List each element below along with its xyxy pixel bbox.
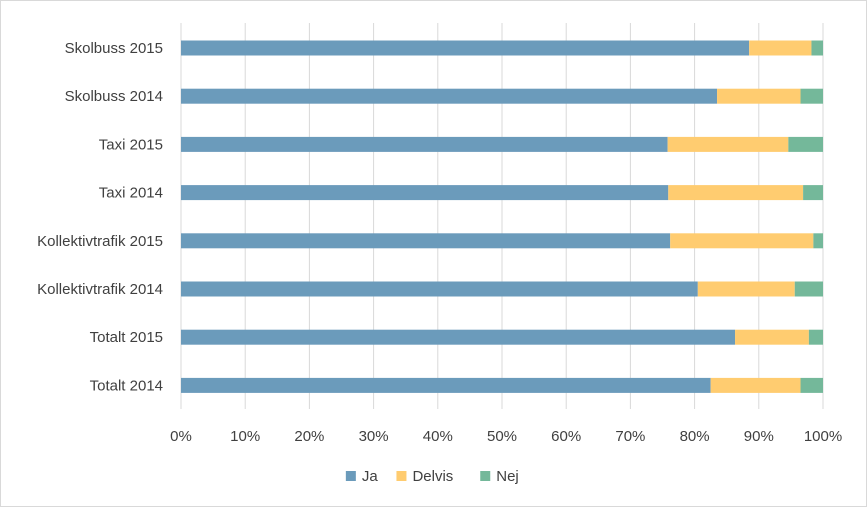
- bar-segment-nej: [803, 185, 823, 201]
- x-tick-label: 70%: [615, 428, 645, 445]
- bar-segment-nej: [800, 377, 823, 393]
- legend-swatch: [345, 471, 356, 481]
- category-label: Skolbuss 2014: [65, 88, 163, 105]
- bar-segment-nej: [788, 136, 823, 152]
- x-tick-label: 10%: [230, 428, 260, 445]
- bar-segment-delvis: [710, 377, 801, 393]
- bar-segment-ja: [181, 136, 668, 152]
- category-label: Totalt 2015: [90, 329, 163, 346]
- bar-segment-delvis: [717, 88, 801, 104]
- category-label: Taxi 2015: [99, 136, 163, 153]
- bar-segment-delvis: [670, 233, 814, 249]
- bar-segment-ja: [181, 185, 669, 201]
- bar-segment-delvis: [697, 281, 795, 297]
- legend-label: Delvis: [412, 468, 453, 485]
- bar-segment-nej: [808, 329, 823, 345]
- bar-segment-nej: [813, 233, 823, 249]
- x-tick-label: 30%: [359, 428, 389, 445]
- bar-segment-delvis: [735, 329, 809, 345]
- x-tick-label: 90%: [744, 428, 774, 445]
- x-tick-label: 100%: [804, 428, 842, 445]
- bar-segment-ja: [181, 329, 736, 345]
- legend-label: Ja: [362, 468, 379, 485]
- bar-segment-ja: [181, 88, 718, 104]
- legend-label: Nej: [496, 468, 519, 485]
- bar-segment-ja: [181, 233, 671, 249]
- bar-segment-delvis: [667, 136, 789, 152]
- legend-swatch: [396, 471, 407, 481]
- category-label: Taxi 2014: [99, 185, 163, 202]
- bar-segment-nej: [800, 88, 823, 104]
- bar-segment-delvis: [668, 185, 804, 201]
- bar-segment-ja: [181, 281, 698, 297]
- x-tick-label: 0%: [170, 428, 192, 445]
- x-tick-label: 60%: [551, 428, 581, 445]
- x-tick-label: 40%: [423, 428, 453, 445]
- bar-segment-delvis: [749, 40, 812, 56]
- category-label: Kollektivtrafik 2015: [37, 233, 163, 250]
- x-tick-label: 50%: [487, 428, 517, 445]
- category-label: Kollektivtrafik 2014: [37, 281, 163, 298]
- bar-segment-nej: [811, 40, 823, 56]
- bar-segment-nej: [794, 281, 823, 297]
- category-label: Skolbuss 2015: [65, 40, 163, 57]
- x-tick-label: 80%: [680, 428, 710, 445]
- legend-swatch: [480, 471, 491, 481]
- bar-segment-ja: [181, 377, 711, 393]
- bar-segment-ja: [181, 40, 750, 56]
- x-tick-label: 20%: [294, 428, 324, 445]
- category-label: Totalt 2014: [90, 377, 163, 394]
